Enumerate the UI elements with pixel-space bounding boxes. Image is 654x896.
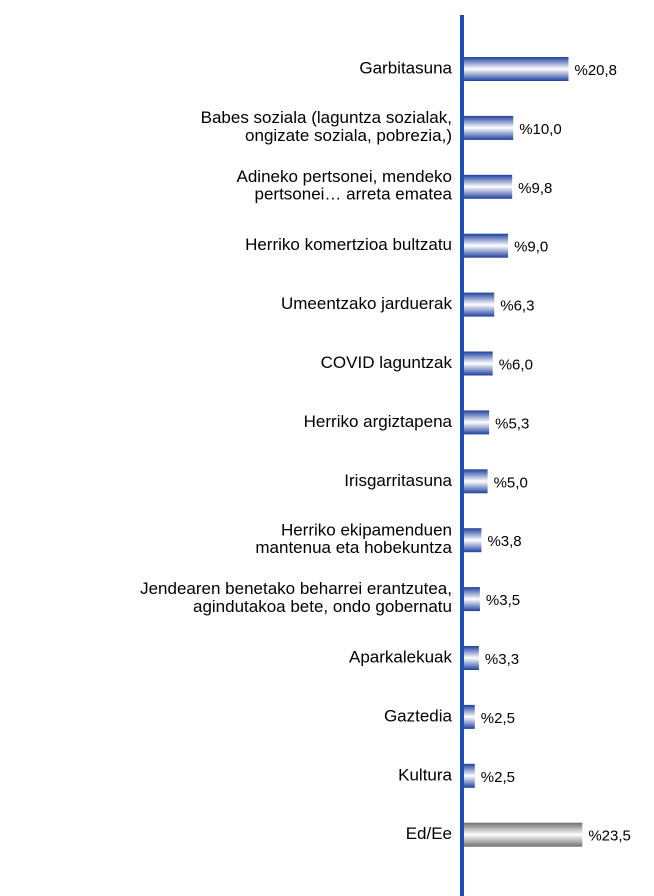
value-label: %3,5 (486, 592, 520, 609)
category-label: Umeentzako jarduerak (281, 294, 453, 313)
bar (462, 469, 488, 494)
category-label: Ed/Ee (406, 824, 452, 843)
bar (462, 528, 482, 553)
category-label: Aparkalekuak (349, 647, 453, 666)
value-label: %2,5 (481, 710, 515, 727)
category-label: Garbitasuna (359, 58, 452, 77)
category-label: Adineko pertsonei, mendeko pertsonei… arr… (237, 167, 453, 204)
category-label: Gaztedia (384, 706, 453, 725)
bar (462, 646, 479, 670)
bar (462, 410, 490, 435)
bar (462, 822, 583, 847)
value-label: %3,8 (487, 533, 521, 550)
category-label: Herriko argiztapena (304, 412, 453, 431)
category-label: Jendearen benetako beharrei erantzutea, a… (140, 580, 452, 617)
category-label: Babes soziala (laguntza sozialak, ongizat… (201, 108, 452, 145)
bar (462, 57, 569, 81)
bar (462, 174, 513, 199)
category-label: Kultura (398, 765, 452, 784)
bar (462, 233, 509, 258)
category-label: Irisgarritasuna (344, 471, 452, 490)
value-label: %10,0 (519, 121, 562, 138)
category-label: COVID laguntzak (321, 353, 453, 372)
value-label: %5,0 (494, 474, 528, 491)
value-label: %5,3 (495, 415, 529, 432)
value-label: %6,0 (499, 356, 533, 373)
value-label: %3,3 (485, 651, 519, 668)
value-label: %9,0 (514, 239, 548, 256)
bar (462, 763, 475, 788)
bar (462, 351, 493, 376)
bar (462, 115, 514, 140)
value-label: %20,8 (574, 62, 617, 79)
value-label: %23,5 (588, 828, 631, 845)
category-label: Herriko komertzioa bultzatu (245, 235, 452, 254)
bar (462, 704, 475, 729)
category-label: Herriko ekipamenduen mantenua eta hobekun… (255, 521, 452, 558)
value-label: %6,3 (500, 298, 534, 315)
value-label: %9,8 (518, 180, 552, 197)
bar (462, 587, 480, 612)
bar (462, 292, 495, 317)
value-label: %2,5 (481, 769, 515, 786)
